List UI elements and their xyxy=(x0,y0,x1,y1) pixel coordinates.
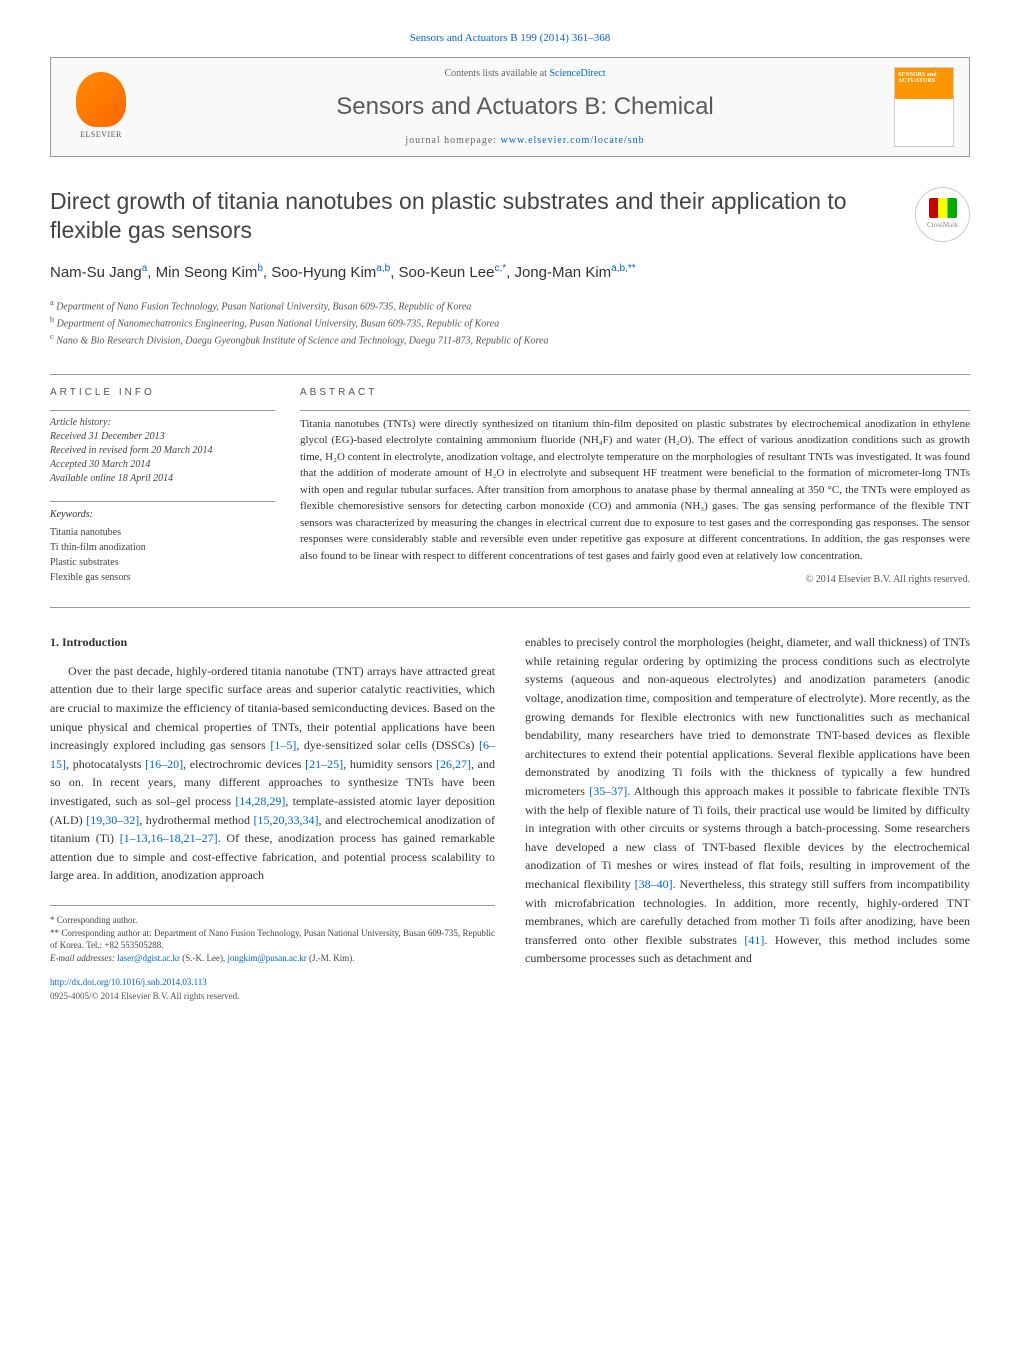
corr-author-1: * Corresponding author. xyxy=(50,914,495,927)
keyword-item: Flexible gas sensors xyxy=(50,570,275,585)
keywords-label: Keywords: xyxy=(50,507,275,522)
abstract-col: ABSTRACT Titania nanotubes (TNTs) were d… xyxy=(300,385,970,588)
title-row: Direct growth of titania nanotubes on pl… xyxy=(50,187,970,247)
cover-text: SENSORS andACTUATORS xyxy=(898,72,937,85)
article-info-col: ARTICLE INFO Article history: Received 3… xyxy=(50,385,275,588)
affiliation-line: c Nano & Bio Research Division, Daegu Gy… xyxy=(50,331,970,348)
ref-link[interactable]: [35–37] xyxy=(589,784,627,798)
sciencedirect-link[interactable]: ScienceDirect xyxy=(549,68,605,79)
keywords-list: Titania nanotubesTi thin-film anodizatio… xyxy=(50,525,275,585)
ref-link[interactable]: [41] xyxy=(744,933,764,947)
abstract-rule xyxy=(300,410,970,411)
ref-link[interactable]: [21–25] xyxy=(305,757,343,771)
history-label: Article history: xyxy=(50,416,275,430)
journal-header-box: ELSEVIER Contents lists available at Sci… xyxy=(50,57,970,157)
elsevier-tree-icon xyxy=(76,72,126,127)
keyword-item: Titania nanotubes xyxy=(50,525,275,540)
article-title: Direct growth of titania nanotubes on pl… xyxy=(50,187,895,247)
affiliation-line: a Department of Nano Fusion Technology, … xyxy=(50,297,970,314)
crossmark-label: CrossMark xyxy=(927,220,958,231)
history-received: Received 31 December 2013 xyxy=(50,430,275,444)
email-line: E-mail addresses: laser@dgist.ac.kr (S.-… xyxy=(50,952,495,965)
crossmark-icon xyxy=(929,198,957,218)
info-rule-1 xyxy=(50,410,275,411)
rule-bottom xyxy=(50,607,970,608)
intro-paragraph-1: Over the past decade, highly-ordered tit… xyxy=(50,662,495,885)
crossmark-badge[interactable]: CrossMark xyxy=(915,187,970,242)
keyword-item: Plastic substrates xyxy=(50,555,275,570)
email-name-1: (S.-K. Lee), xyxy=(180,953,227,963)
homepage-link[interactable]: www.elsevier.com/locate/snb xyxy=(501,135,645,146)
rule-top xyxy=(50,374,970,375)
header-citation: Sensors and Actuators B 199 (2014) 361–3… xyxy=(50,30,970,47)
email-link-1[interactable]: laser@dgist.ac.kr xyxy=(117,953,180,963)
abstract-text: Titania nanotubes (TNTs) were directly s… xyxy=(300,416,970,565)
body-columns: 1. Introduction Over the past decade, hi… xyxy=(50,633,970,1004)
journal-homepage: journal homepage: www.elsevier.com/locat… xyxy=(156,133,894,148)
abstract-copyright: © 2014 Elsevier B.V. All rights reserved… xyxy=(300,572,970,587)
doi-link[interactable]: http://dx.doi.org/10.1016/j.snb.2014.03.… xyxy=(50,977,207,987)
history-accepted: Accepted 30 March 2014 xyxy=(50,458,275,472)
elsevier-label: ELSEVIER xyxy=(80,129,122,141)
corr-author-2: ** Corresponding author at: Department o… xyxy=(50,927,495,952)
ref-link[interactable]: [1–5] xyxy=(270,738,296,752)
affiliation-line: b Department of Nanomechatronics Enginee… xyxy=(50,314,970,331)
contents-prefix: Contents lists available at xyxy=(444,68,549,79)
ref-link[interactable]: [38–40] xyxy=(635,877,673,891)
authors-line: Nam-Su Janga, Min Seong Kimb, Soo-Hyung … xyxy=(50,261,970,285)
ref-link[interactable]: [14,28,29] xyxy=(235,794,285,808)
info-abstract-row: ARTICLE INFO Article history: Received 3… xyxy=(50,385,970,588)
email-link-2[interactable]: jongkim@pusan.ac.kr xyxy=(227,953,306,963)
email-name-2: (J.-M. Kim). xyxy=(307,953,355,963)
contents-available: Contents lists available at ScienceDirec… xyxy=(156,66,894,81)
history-revised: Received in revised form 20 March 2014 xyxy=(50,444,275,458)
journal-cover-thumbnail: SENSORS andACTUATORS xyxy=(894,67,954,147)
ref-link[interactable]: [19,30–32] xyxy=(86,813,139,827)
intro-paragraph-2: enables to precisely control the morphol… xyxy=(525,633,970,968)
history-online: Available online 18 April 2014 xyxy=(50,472,275,486)
doi-block: http://dx.doi.org/10.1016/j.snb.2014.03.… xyxy=(50,976,495,1004)
body-col-left: 1. Introduction Over the past decade, hi… xyxy=(50,633,495,1004)
info-rule-2 xyxy=(50,501,275,502)
body-col-right: enables to precisely control the morphol… xyxy=(525,633,970,1004)
keyword-item: Ti thin-film anodization xyxy=(50,540,275,555)
ref-link[interactable]: [1–13,16–18,21–27] xyxy=(120,831,218,845)
email-label: E-mail addresses: xyxy=(50,953,117,963)
ref-link[interactable]: [16–20] xyxy=(145,757,183,771)
header-center: Contents lists available at ScienceDirec… xyxy=(156,66,894,148)
journal-name: Sensors and Actuators B: Chemical xyxy=(156,89,894,125)
affiliations: a Department of Nano Fusion Technology, … xyxy=(50,297,970,349)
ref-link[interactable]: [15,20,33,34] xyxy=(254,813,319,827)
section-1-heading: 1. Introduction xyxy=(50,633,495,652)
article-history: Article history: Received 31 December 20… xyxy=(50,416,275,486)
homepage-prefix: journal homepage: xyxy=(405,135,500,146)
issn-line: 0925-4005/© 2014 Elsevier B.V. All right… xyxy=(50,991,239,1001)
elsevier-logo: ELSEVIER xyxy=(66,67,136,147)
abstract-heading: ABSTRACT xyxy=(300,385,970,400)
ref-link[interactable]: [26,27] xyxy=(436,757,471,771)
article-info-heading: ARTICLE INFO xyxy=(50,385,275,400)
footnotes: * Corresponding author. ** Corresponding… xyxy=(50,905,495,964)
